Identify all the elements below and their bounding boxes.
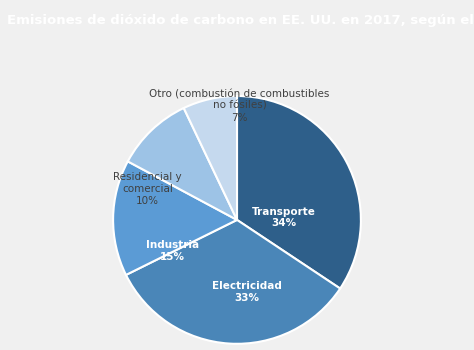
Wedge shape [113,161,237,275]
Text: Transporte
34%: Transporte 34% [252,206,316,228]
Wedge shape [237,96,361,288]
Wedge shape [184,96,237,220]
Wedge shape [128,108,237,220]
Text: Emisiones de dióxido de carbono en EE. UU. en 2017, según el origen: Emisiones de dióxido de carbono en EE. U… [7,14,474,27]
Wedge shape [126,220,340,344]
Text: Otro (combustión de combustibles
no fósiles)
7%: Otro (combustión de combustibles no fósi… [149,89,329,122]
Text: Industria
15%: Industria 15% [146,240,199,262]
Text: Residencial y
comercial
10%: Residencial y comercial 10% [113,172,182,205]
Text: Electricidad
33%: Electricidad 33% [212,281,282,302]
